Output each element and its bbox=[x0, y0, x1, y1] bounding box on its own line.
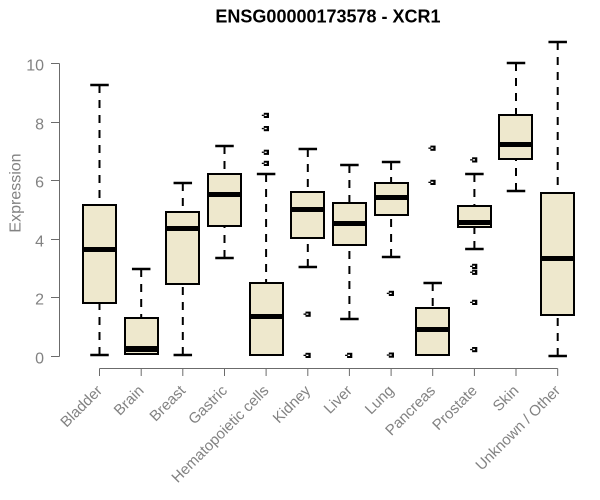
svg-text:4: 4 bbox=[35, 234, 44, 251]
svg-text:Expression: Expression bbox=[8, 153, 25, 232]
svg-text:8: 8 bbox=[35, 117, 44, 134]
svg-text:0: 0 bbox=[35, 351, 44, 368]
svg-text:2: 2 bbox=[35, 292, 44, 309]
svg-text:6: 6 bbox=[35, 175, 44, 192]
svg-text:ENSG00000173578 - XCR1: ENSG00000173578 - XCR1 bbox=[215, 7, 440, 27]
svg-text:10: 10 bbox=[26, 58, 44, 75]
